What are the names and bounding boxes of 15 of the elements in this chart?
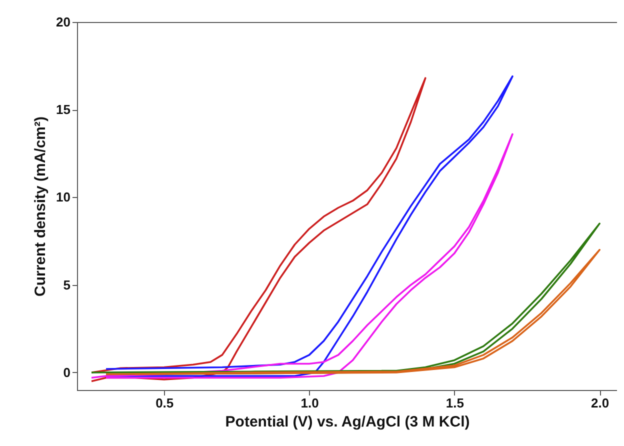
y-tick-label: 10 (56, 190, 70, 205)
y-axis-title: Current density (mA/cm²) (32, 116, 50, 297)
line-series (105, 75, 514, 377)
line-series (105, 248, 600, 376)
line-series (90, 77, 426, 382)
x-tick-label: 2.0 (591, 396, 610, 410)
x-tick-label: 1.5 (446, 396, 464, 410)
y-tick-label: 20 (56, 14, 70, 30)
y-tick-label: 0 (63, 364, 70, 380)
x-tick-label: 0.5 (156, 396, 174, 410)
y-tick-label: 15 (56, 102, 70, 118)
line-series (90, 133, 514, 379)
x-axis-title: Potential (V) vs. Ag/AgCl (3 M KCl) (225, 414, 470, 430)
y-tick-label: 5 (63, 277, 70, 292)
x-tick-label: 1.0 (300, 396, 319, 410)
